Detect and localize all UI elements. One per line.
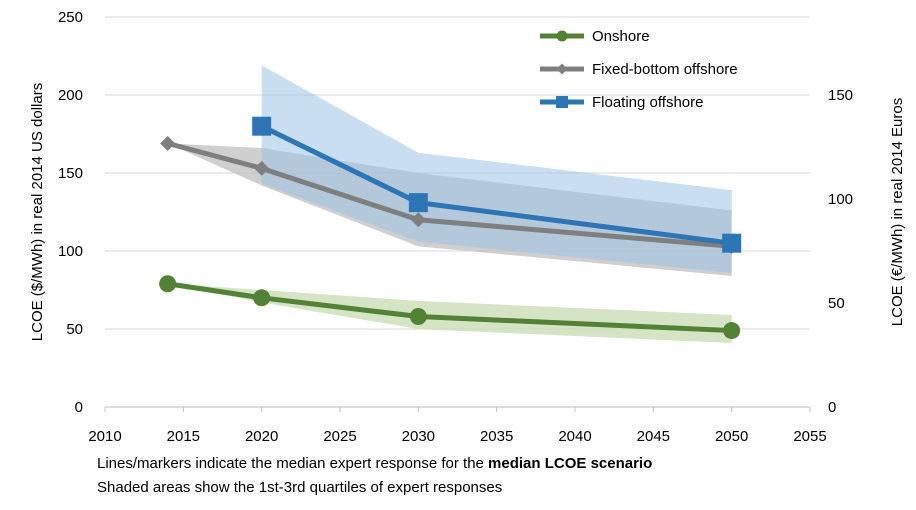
x-tick-label: 2020: [245, 428, 278, 445]
y-axis-left-ticks: 0 50 100 150 200 250: [58, 9, 83, 416]
fixed-bottom-offshore-line: [165, 140, 735, 249]
onshore-point: [723, 322, 741, 340]
y-left-tick-label: 50: [66, 321, 83, 338]
legend: Onshore Fixed-bottom offshore Floating off…: [540, 28, 738, 111]
x-tick-label: 2055: [793, 428, 826, 445]
x-tick-label: 2010: [88, 428, 121, 445]
y-axis-right-title: LCOE (€/MWh) in real 2014 Euros: [889, 98, 906, 326]
floating-offshore-point: [722, 233, 742, 253]
note-line-1-bold: median LCOE scenario: [488, 455, 653, 472]
legend-floating-offshore-label: Floating offshore: [592, 94, 703, 111]
y-axis-left-title: LCOE ($/MWh) in real 2014 US dollars: [29, 83, 46, 341]
legend-fixed-bottom-offshore-label: Fixed-bottom offshore: [592, 61, 738, 78]
legend-onshore-label: Onshore: [592, 28, 650, 45]
onshore-point: [409, 308, 427, 326]
fixed-bottom-offshore-point: [254, 160, 270, 176]
y-right-tick-label: 0: [828, 399, 836, 416]
x-tick-label: 2035: [480, 428, 513, 445]
quartile-bands: [167, 65, 732, 344]
legend-fixed-bottom-offshore-marker: [556, 63, 568, 75]
x-tick-label: 2025: [323, 428, 356, 445]
onshore-line: [165, 281, 735, 334]
note-line-1-text: Lines/markers indicate the median expert…: [97, 455, 489, 472]
x-tick-label: 2030: [402, 428, 435, 445]
legend-onshore-marker: [556, 30, 568, 42]
x-tick-label: 2015: [167, 428, 200, 445]
onshore-point: [253, 289, 271, 307]
y-right-tick-label: 50: [828, 295, 845, 312]
y-left-tick-label: 100: [58, 243, 83, 260]
note-line-1: Lines/markers indicate the median expert…: [97, 455, 652, 472]
y-left-tick-label: 200: [58, 87, 83, 104]
floating-offshore-point: [408, 193, 428, 213]
floating-offshore-point: [252, 116, 272, 136]
floating-offshore-band: [261, 65, 732, 273]
x-axis-ticks: 2010 2015 2020 2025 2030 2035 2040 2045 2050 2055: [88, 407, 827, 445]
fixed-bottom-offshore-point: [160, 135, 176, 151]
onshore-band: [167, 283, 732, 344]
note-line-2: Shaded areas show the 1st-3rd quartiles …: [97, 479, 503, 496]
series-markers: [159, 116, 742, 340]
y-axis-right-ticks: 0 50 100 150: [828, 87, 853, 416]
legend-floating-offshore-marker: [556, 96, 568, 108]
y-right-tick-label: 100: [828, 191, 853, 208]
x-tick-label: 2045: [637, 428, 670, 445]
x-tick-label: 2050: [715, 428, 748, 445]
y-left-tick-label: 0: [75, 399, 83, 416]
y-left-tick-label: 150: [58, 165, 83, 182]
x-tick-label: 2040: [558, 428, 591, 445]
fixed-bottom-offshore-point: [410, 212, 426, 228]
y-left-tick-label: 250: [58, 9, 83, 26]
y-right-tick-label: 150: [828, 87, 853, 104]
onshore-point: [159, 275, 177, 293]
